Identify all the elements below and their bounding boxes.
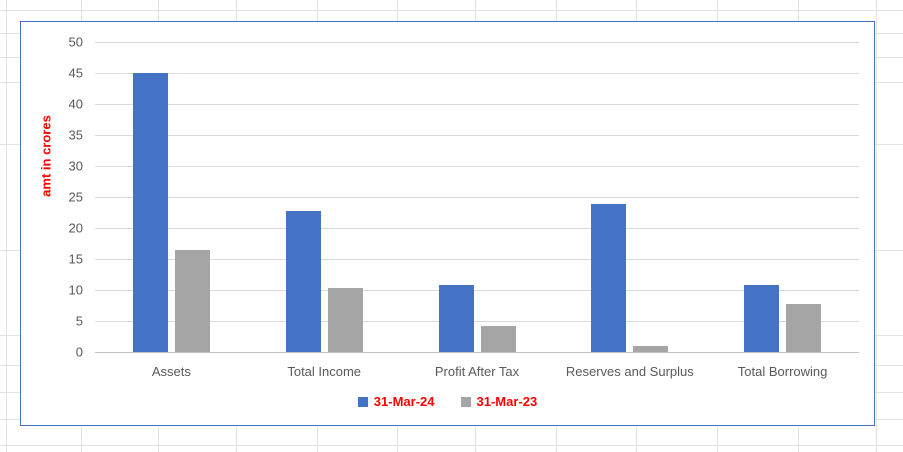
x-axis-line	[95, 352, 859, 353]
chart-gridline	[95, 290, 859, 291]
y-axis-tick-label: 0	[75, 344, 83, 360]
y-axis-tick-label: 45	[68, 65, 83, 81]
bar-31-Mar-23-total-borrowing[interactable]	[786, 304, 822, 352]
bar-31-Mar-23-reserves-and-surplus[interactable]	[633, 345, 669, 352]
y-axis-tick-label: 25	[68, 189, 83, 205]
category-label: Profit After Tax	[434, 364, 520, 379]
category-label: Total Income	[287, 364, 362, 379]
legend-item[interactable]: 31-Mar-23	[460, 394, 538, 409]
y-axis-title: amt in crores	[38, 115, 54, 197]
chart-gridline	[95, 321, 859, 322]
bar-31-Mar-24-profit-after-tax[interactable]	[438, 285, 474, 352]
legend-label: 31-Mar-23	[476, 394, 538, 409]
sheet-column-gridline	[6, 0, 7, 452]
category-label: Assets	[151, 364, 191, 379]
chart-gridline	[95, 42, 859, 43]
bar-31-Mar-23-total-income[interactable]	[327, 287, 363, 352]
bar-31-Mar-24-total-borrowing[interactable]	[744, 285, 780, 352]
chart-gridline	[95, 135, 859, 136]
y-axis-tick-label: 15	[68, 251, 83, 267]
legend-swatch-icon	[357, 396, 368, 407]
bar-31-Mar-23-assets[interactable]	[174, 250, 210, 352]
chart-gridline	[95, 228, 859, 229]
chart-gridline	[95, 197, 859, 198]
y-axis-tick-label: 30	[68, 158, 83, 174]
chart-gridline	[95, 259, 859, 260]
category-label: Total Borrowing	[737, 364, 828, 379]
y-axis-tick-label: 40	[68, 96, 83, 112]
legend-item[interactable]: 31-Mar-24	[357, 394, 435, 409]
bar-31-Mar-24-total-income[interactable]	[285, 211, 321, 352]
legend: 31-Mar-24 31-Mar-23	[21, 394, 874, 409]
plot-area: 0 5 10 15 20 25 30 35 40 45 50 Assets Total Income Pr…	[21, 22, 874, 425]
y-axis-tick-label: 5	[75, 313, 83, 329]
chart-area[interactable]: 0 5 10 15 20 25 30 35 40 45 50 Assets Total Income Pr…	[20, 21, 875, 426]
bar-31-Mar-24-reserves-and-surplus[interactable]	[591, 203, 627, 352]
legend-label: 31-Mar-24	[373, 394, 435, 409]
bar-31-Mar-23-profit-after-tax[interactable]	[480, 325, 516, 352]
y-axis-tick-label: 10	[68, 282, 83, 298]
y-axis-tick-label: 35	[68, 127, 83, 143]
chart-gridline	[95, 104, 859, 105]
y-axis-tick-label: 50	[68, 34, 83, 50]
legend-swatch-icon	[460, 396, 471, 407]
sheet-row-gridline	[0, 10, 903, 11]
sheet-column-gridline	[876, 0, 877, 452]
bar-31-Mar-24-assets[interactable]	[132, 73, 168, 352]
sheet-row-gridline	[0, 445, 903, 446]
y-axis-tick-label: 20	[68, 220, 83, 236]
chart-gridline	[95, 73, 859, 74]
chart-gridline	[95, 166, 859, 167]
category-label: Reserves and Surplus	[565, 364, 694, 379]
